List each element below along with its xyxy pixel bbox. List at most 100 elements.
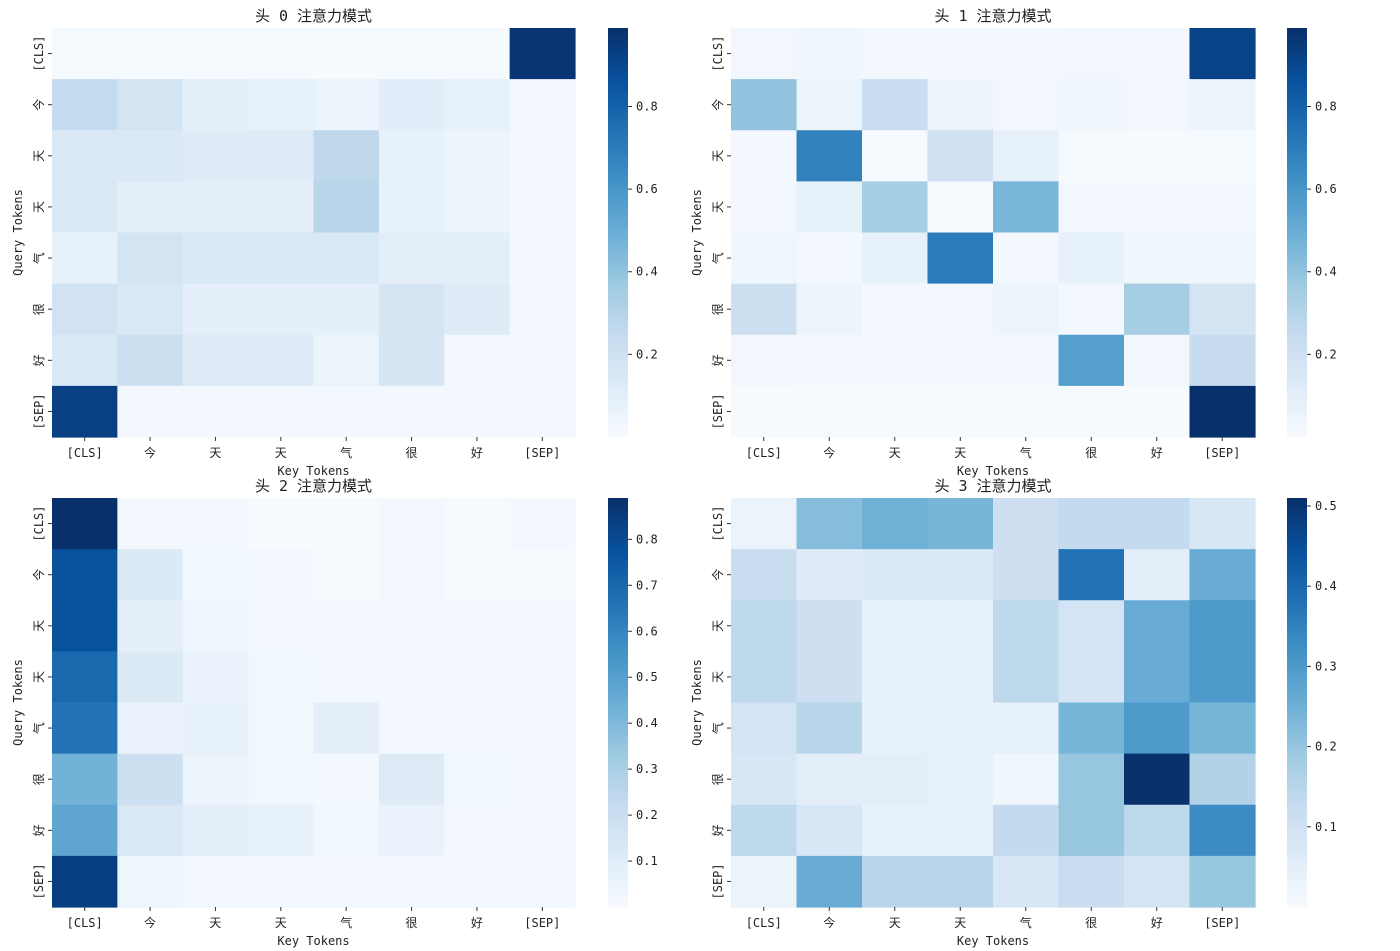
heatmap-cell-6-4 — [993, 334, 1060, 387]
colorbar-segment — [1287, 120, 1307, 125]
colorbar-segment — [1287, 780, 1307, 785]
y-tick-label: [CLS] — [32, 36, 46, 72]
x-tick-label: 今 — [823, 915, 835, 930]
heatmap-cell-7-7 — [509, 855, 576, 908]
heatmap-cell-5-7 — [509, 283, 576, 336]
colorbar-segment — [1287, 344, 1307, 349]
x-tick-label: 好 — [471, 916, 483, 930]
heatmap-cell-6-6 — [444, 334, 511, 387]
colorbar-segment — [1287, 883, 1307, 888]
heatmap-cell-6-5 — [1058, 334, 1125, 387]
colorbar-segment — [608, 62, 628, 67]
colorbar-tick-label: 0.5 — [1315, 499, 1337, 513]
colorbar-segment — [1287, 620, 1307, 625]
heatmap-cell-2-0 — [52, 600, 118, 652]
y-tick-label: 气 — [31, 722, 46, 734]
colorbar-segment — [608, 171, 628, 176]
colorbar-segment — [1287, 423, 1307, 428]
colorbar-segment — [1287, 661, 1307, 666]
heatmap-cell-1-0 — [52, 549, 118, 601]
heatmap-cell-4-2 — [182, 232, 249, 285]
heatmap-cell-2-1 — [796, 600, 863, 652]
colorbar-segment — [608, 879, 628, 884]
colorbar-segment — [608, 225, 628, 230]
heatmap-cell-0-2 — [862, 28, 929, 80]
colorbar-segment — [608, 893, 628, 898]
heatmap-cell-4-1 — [796, 702, 863, 755]
colorbar-tick-label: 0.8 — [636, 99, 658, 113]
heatmap-cell-1-4 — [313, 79, 380, 131]
colorbar-segment — [1287, 266, 1307, 271]
colorbar-segment — [1287, 549, 1307, 554]
heatmap-cell-5-6 — [1124, 753, 1191, 806]
colorbar-segment — [1287, 273, 1307, 278]
colorbar-segment — [608, 559, 628, 564]
y-tick-label: 好 — [711, 354, 725, 366]
colorbar-segment — [1287, 242, 1307, 247]
heatmap-cell-3-1 — [117, 181, 184, 234]
colorbar-segment — [608, 167, 628, 172]
colorbar-segment — [1287, 719, 1307, 724]
colorbar-segment — [608, 249, 628, 254]
heatmap-cell-5-0 — [731, 753, 798, 806]
heatmap-cell-1-5 — [378, 79, 445, 131]
colorbar-tick-label: 0.7 — [636, 578, 658, 592]
heatmap-cell-1-5 — [1058, 79, 1125, 131]
y-tick-label: 很 — [32, 773, 46, 785]
heatmap-cell-7-0 — [52, 855, 118, 908]
heatmap-cell-3-0 — [52, 651, 118, 704]
heatmap-cell-6-4 — [993, 804, 1060, 857]
x-tick-label: [CLS] — [746, 916, 782, 930]
heatmap-cell-0-7 — [1189, 28, 1256, 80]
heatmap-cell-0-2 — [182, 498, 249, 550]
colorbar-segment — [608, 610, 628, 615]
colorbar-segment — [1287, 869, 1307, 874]
heatmap-cell-1-3 — [927, 79, 994, 131]
colorbar-segment — [1287, 402, 1307, 407]
colorbar-segment — [608, 777, 628, 782]
colorbar-segment — [608, 38, 628, 43]
colorbar-segment — [608, 338, 628, 343]
heatmap-cell-3-5 — [378, 651, 445, 704]
colorbar-segment — [1287, 290, 1307, 295]
colorbar-segment — [608, 188, 628, 193]
colorbar-segment — [608, 702, 628, 707]
colorbar-segment — [1287, 610, 1307, 615]
colorbar-segment — [608, 99, 628, 104]
colorbar-segment — [1287, 85, 1307, 90]
colorbar-segment — [608, 109, 628, 114]
colorbar-segment — [608, 259, 628, 264]
colorbar-segment — [608, 160, 628, 165]
heatmap-cell-7-0 — [52, 385, 118, 438]
heatmap-cell-3-6 — [1124, 651, 1191, 704]
colorbar-segment — [1287, 51, 1307, 56]
colorbar-segment — [1287, 668, 1307, 673]
heatmap-panel-1: 头 1 注意力模式[CLS] 今天天气很好 [SEP][CLS]今天天气很好[SEP… — [690, 7, 1337, 478]
colorbar-segment — [608, 304, 628, 309]
colorbar-tick-label: 0.3 — [636, 762, 658, 776]
colorbar-segment — [608, 321, 628, 326]
heatmap-cell-6-2 — [862, 804, 929, 857]
colorbar-segment — [608, 654, 628, 659]
heatmap-cell-7-1 — [796, 855, 863, 908]
heatmap-cell-7-5 — [378, 855, 445, 908]
y-tick-label: 很 — [711, 303, 725, 315]
x-tick-label: [CLS] — [67, 916, 103, 930]
heatmap-cell-6-2 — [182, 334, 249, 387]
colorbar-segment — [1287, 205, 1307, 210]
colorbar-segment — [608, 396, 628, 401]
heatmap-cell-2-6 — [1124, 130, 1191, 182]
heatmap-cell-0-0 — [52, 28, 118, 80]
colorbar-segment — [608, 290, 628, 295]
colorbar-segment — [608, 518, 628, 523]
colorbar-segment — [608, 31, 628, 36]
colorbar-segment — [608, 852, 628, 857]
y-tick-label: 天 — [711, 671, 725, 683]
y-tick-label: 天 — [711, 201, 725, 213]
heatmap-cell-2-5 — [1058, 130, 1125, 182]
y-tick-label: 天 — [32, 201, 46, 213]
colorbar-segment — [1287, 787, 1307, 792]
heatmap-cell-3-2 — [182, 181, 249, 234]
heatmap-cell-6-1 — [796, 334, 863, 387]
heatmap-cell-6-3 — [248, 334, 315, 387]
